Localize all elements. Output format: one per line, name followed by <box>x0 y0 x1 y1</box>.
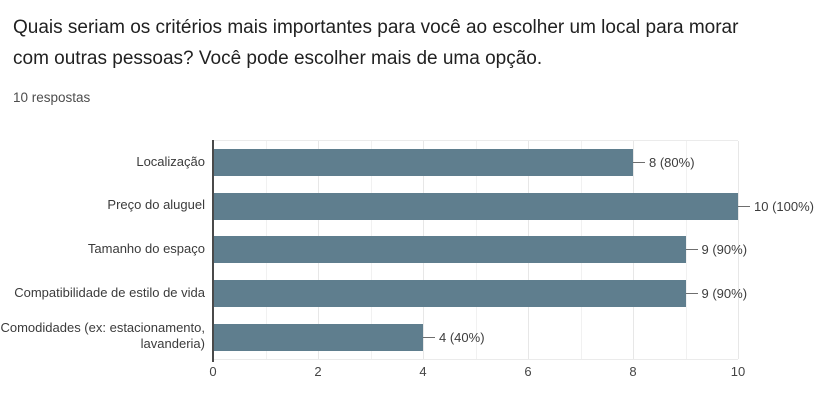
value-label: 8 (80%) <box>649 155 695 171</box>
value-label: 9 (90%) <box>701 242 748 258</box>
responses-count: 10 respostas <box>13 90 91 105</box>
callout-line <box>423 336 435 338</box>
bar-row: 9 (90%) <box>213 272 747 316</box>
category-label: Comodidades (ex: estacionamento, lavande… <box>0 320 205 352</box>
x-tick-label: 8 <box>629 364 637 379</box>
bar <box>213 236 686 264</box>
x-tick-label: 6 <box>524 364 532 379</box>
gridline <box>738 141 739 359</box>
bar-row: 10 (100%) <box>213 185 814 229</box>
callout-line <box>738 205 750 207</box>
value-label: 10 (100%) <box>754 198 814 214</box>
question-title: Quais seriam os critérios mais important… <box>13 17 739 69</box>
category-labels: Localização Preço do aluguel Tamanho do es… <box>0 140 209 358</box>
bar-row: 9 (90%) <box>213 228 747 272</box>
callout-line <box>685 249 698 251</box>
callout-line <box>633 162 645 164</box>
x-tick-label: 2 <box>314 364 322 379</box>
bar-chart: Localização Preço do aluguel Tamanho do es… <box>0 127 821 397</box>
value-label: 9 (90%) <box>701 286 748 302</box>
x-tick-label: 4 <box>419 364 427 379</box>
bar <box>213 192 738 220</box>
category-label: Compatibilidade de estilo de vida <box>14 284 205 300</box>
y-axis-line <box>212 140 214 362</box>
bar-row: 4 (40%) <box>213 315 738 359</box>
bar <box>213 323 423 351</box>
bar <box>213 149 633 177</box>
callout-line <box>685 293 698 295</box>
category-label: Tamanho do espaço <box>87 240 205 256</box>
bar-row: 8 (80%) <box>213 141 738 185</box>
bar <box>213 280 686 308</box>
category-label: Localização <box>136 153 205 169</box>
x-tick-label: 0 <box>209 364 217 379</box>
plot-area: 8 (80%) 10 (100%) 9 (90%) 9 (90%) 4 (40%) <box>213 140 814 360</box>
x-tick-label: 10 <box>730 364 746 379</box>
value-label: 4 (40%) <box>439 329 485 345</box>
x-axis-ticks: 0 2 4 6 8 10 <box>209 364 745 382</box>
category-label: Preço do aluguel <box>107 197 205 213</box>
